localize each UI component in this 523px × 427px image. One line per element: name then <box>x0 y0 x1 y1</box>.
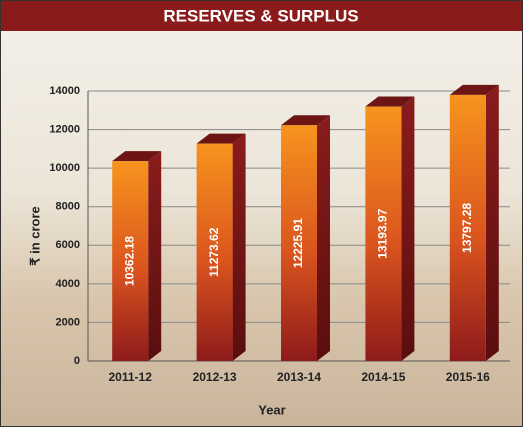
x-tick-label: 2015-16 <box>446 370 490 384</box>
y-tick-label: 10000 <box>49 162 80 174</box>
bar <box>196 143 233 361</box>
y-tick-label: 2000 <box>56 316 80 328</box>
y-tick-label: 6000 <box>56 239 80 251</box>
y-tick-label: 0 <box>74 355 80 367</box>
y-tick-label: 4000 <box>56 278 80 290</box>
data-label: 13193.97 <box>376 208 390 258</box>
x-tick-label: 2011-12 <box>109 370 153 384</box>
bar <box>449 94 486 361</box>
bar <box>365 106 402 361</box>
y-tick-label: 8000 <box>56 201 80 213</box>
y-tick-label: 12000 <box>49 123 80 135</box>
title-bar <box>1 1 522 31</box>
data-label: 12225.91 <box>291 218 305 268</box>
bar-top <box>365 96 415 107</box>
x-axis-label: Year <box>258 402 285 417</box>
y-axis-label: ₹ in crore <box>27 206 42 266</box>
bar-side <box>401 96 415 361</box>
bar-top <box>112 151 162 162</box>
data-label: 11273.62 <box>207 227 221 277</box>
y-tick-label: 14000 <box>49 85 80 97</box>
data-label: 10362.18 <box>122 236 136 286</box>
bar-side <box>148 151 162 361</box>
bar <box>112 161 149 361</box>
chart-title: RESERVES & SURPLUS <box>163 6 358 25</box>
bar-side <box>232 133 246 361</box>
bar-side <box>317 115 330 361</box>
x-tick-label: 2012-13 <box>193 370 237 384</box>
bar-top <box>449 84 499 95</box>
x-tick-label: 2013-14 <box>277 370 321 384</box>
bar <box>281 125 317 361</box>
bar-side <box>485 84 499 361</box>
x-tick-label: 2014-15 <box>361 370 405 384</box>
bar-top <box>196 133 246 144</box>
bar-top <box>281 115 330 126</box>
data-label: 13797.28 <box>460 203 474 253</box>
